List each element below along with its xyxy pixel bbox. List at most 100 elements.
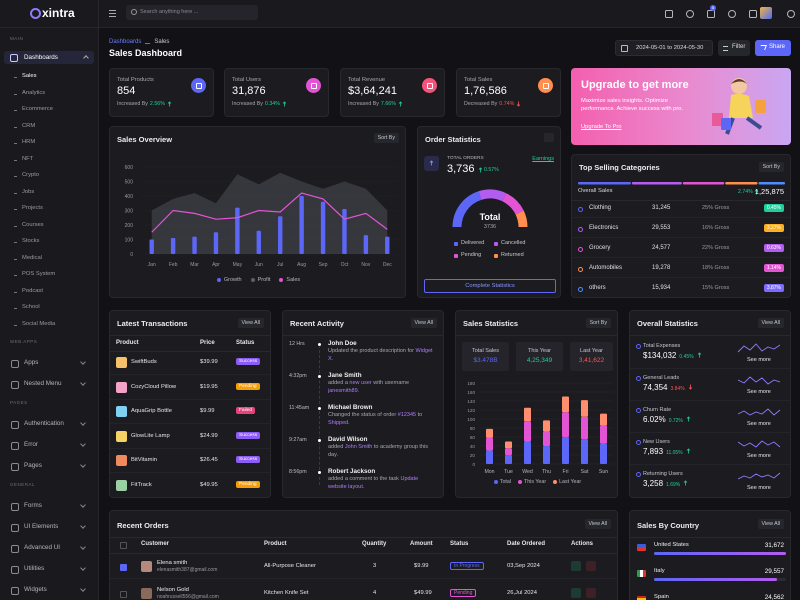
activity-time: 8:56pm [289, 469, 307, 475]
submenu-bullet [14, 77, 17, 78]
see-more-link[interactable]: See more [747, 389, 771, 395]
checkbox[interactable] [120, 542, 127, 549]
country-name: United States [654, 542, 689, 548]
button[interactable]: Sort By [585, 318, 611, 328]
sparkline [737, 343, 781, 353]
row-divider [572, 217, 790, 218]
complete-statistics-button[interactable]: Complete Statistics [424, 279, 556, 293]
cart-badge: 5 [710, 5, 716, 11]
illustration-bag [712, 113, 723, 126]
submenu-item[interactable]: Analytics [22, 89, 46, 96]
product-name: CozyCloud Pillow [131, 383, 177, 390]
edit-button[interactable] [571, 561, 581, 571]
search-box[interactable]: Search anything here ... [126, 5, 258, 20]
avatar[interactable] [760, 7, 772, 19]
button[interactable]: Sort By [373, 133, 399, 143]
header-icon[interactable] [686, 10, 694, 18]
menu-item[interactable]: Dashboards [4, 51, 94, 64]
product: Kitchen Knife Set [264, 590, 309, 596]
see-more-link[interactable]: See more [747, 357, 771, 363]
delete-button[interactable] [586, 588, 596, 598]
button[interactable]: View All [410, 318, 437, 328]
stacked-bar-segment [505, 441, 512, 449]
menu-item[interactable]: Error [24, 441, 38, 448]
card-title: Sales Statistics [463, 319, 519, 328]
submenu-item[interactable]: Courses [22, 221, 44, 228]
filter-button[interactable]: Filter [718, 40, 750, 56]
activity-text-part: to [416, 412, 423, 418]
submenu-item[interactable]: Stocks [22, 238, 40, 244]
trend-text: Increased By [348, 101, 379, 107]
x-tick-label: Nov [361, 262, 370, 268]
menu-item[interactable]: Utilities [24, 565, 45, 572]
checkbox[interactable] [120, 564, 127, 571]
submenu-item[interactable]: Crypto [22, 172, 40, 178]
button[interactable]: View All [757, 318, 784, 328]
price: $39.99 [200, 359, 218, 365]
submenu-item[interactable]: NFT [22, 155, 34, 162]
arrow-path [688, 384, 692, 390]
menu-item[interactable]: Apps [24, 359, 39, 366]
submenu-item[interactable]: Medical [22, 254, 42, 261]
submenu-item[interactable]: HRM [22, 139, 36, 145]
sales-overview-card: Sales Overview Sort By 0 100 200 300 400 500 600… [109, 126, 406, 298]
upgrade-link[interactable]: Upgrade To Pro [581, 124, 622, 130]
date-picker[interactable]: 2024-05-01 to 2024-05-30 [615, 40, 713, 56]
checkbox[interactable] [120, 591, 127, 598]
submenu-item[interactable]: Projects [22, 205, 43, 211]
header-icon[interactable] [665, 10, 673, 18]
legend-label: Cancelled [501, 240, 526, 246]
customer-name: Elena smith [157, 560, 188, 566]
menu-item[interactable]: UI Elements [24, 523, 59, 530]
header-icon[interactable] [707, 10, 715, 18]
see-more-link[interactable]: See more [747, 453, 771, 459]
submenu-item[interactable]: Ecommerce [22, 106, 53, 112]
timeline-dot [317, 342, 322, 347]
arrow-path [683, 480, 688, 486]
header-icon[interactable] [728, 10, 736, 18]
row-divider [630, 368, 790, 369]
submenu-item[interactable]: Social Media [22, 320, 56, 327]
menu-item[interactable]: Pages [24, 462, 42, 469]
breadcrumb-separator [145, 43, 151, 44]
menu-item[interactable]: Nested Menu [24, 380, 62, 387]
y-tick-label: 500 [125, 180, 134, 186]
stacked-bar-segment [562, 437, 569, 464]
upgrade-text: Maximize sales insights. Optimize perfor… [581, 98, 684, 112]
earnings-link[interactable]: Earnings [532, 156, 554, 162]
see-more-link[interactable]: See more [747, 485, 771, 491]
header-icon[interactable] [749, 10, 757, 18]
arrow-path [686, 448, 690, 454]
button[interactable]: Sort By [758, 162, 784, 172]
header-icon[interactable] [787, 10, 795, 18]
button[interactable]: View All [584, 519, 611, 529]
menu-button[interactable] [544, 133, 554, 142]
x-tick-label: Feb [169, 262, 178, 268]
trend-text: Increased By [232, 101, 263, 107]
x-tick-label: Jan [148, 262, 156, 268]
stat-label: General Leads [643, 375, 680, 381]
submenu-item[interactable]: POS System [22, 271, 56, 277]
menu-item[interactable]: Advanced UI [24, 544, 61, 551]
overall-total: 1,25,875 [754, 187, 784, 196]
submenu-bullet [14, 209, 17, 210]
menu-item[interactable]: Widgets [24, 586, 47, 593]
submenu-item[interactable]: School [22, 304, 40, 310]
share-button[interactable]: Share [755, 40, 791, 56]
button[interactable]: View All [237, 318, 264, 328]
submenu-item[interactable]: Sales [22, 73, 37, 79]
button[interactable]: View All [757, 519, 784, 529]
stat-value-row: 7,893 11.05% [643, 447, 691, 456]
submenu-item[interactable]: Jobs [22, 188, 35, 195]
delete-button[interactable] [586, 561, 596, 571]
submenu-item[interactable]: Podcast [22, 287, 43, 294]
timeline-line [319, 345, 320, 485]
x-tick-label: Dec [383, 262, 392, 268]
see-more-link[interactable]: See more [747, 421, 771, 427]
edit-button[interactable] [571, 588, 581, 598]
chart: 0 20 40 60 80 100 120 140 160 180 Mon Tue Wed Thu Fri S… [467, 381, 613, 475]
menu-item[interactable]: Authentication [24, 420, 64, 427]
activity-highlight: #12345 [397, 412, 417, 418]
submenu-item[interactable]: CRM [22, 122, 36, 129]
menu-item[interactable]: Forms [24, 502, 42, 509]
